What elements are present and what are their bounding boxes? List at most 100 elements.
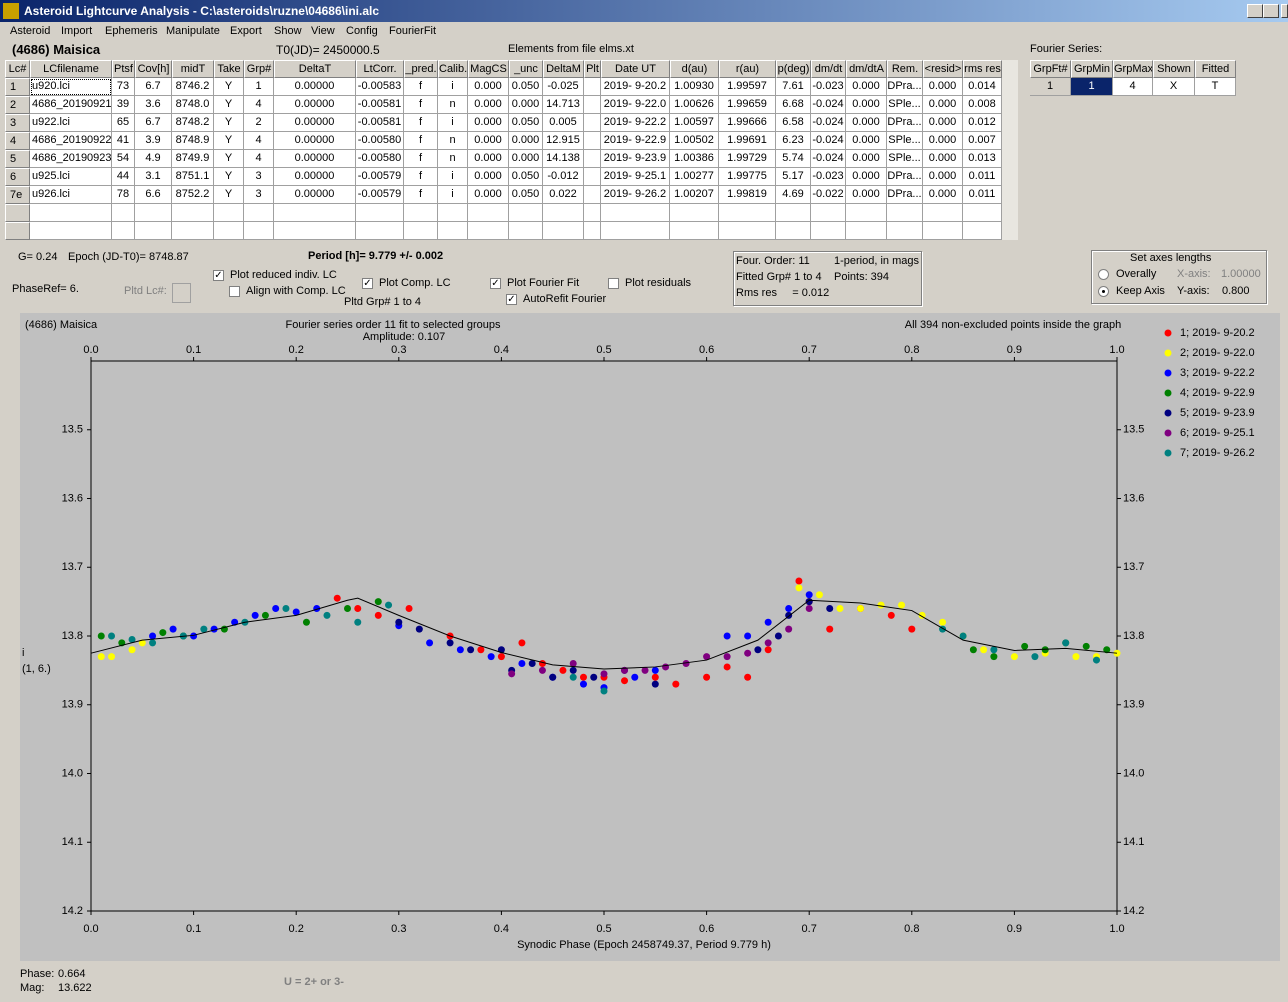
table-cell[interactable]: Y bbox=[214, 114, 244, 132]
table-cell[interactable]: -0.00581 bbox=[356, 96, 404, 114]
checkbox-label[interactable]: Plot reduced indiv. LC bbox=[230, 269, 337, 281]
table-cell[interactable]: 14.138 bbox=[543, 150, 584, 168]
table-cell[interactable] bbox=[584, 168, 601, 186]
table-header[interactable]: midT bbox=[172, 60, 214, 78]
table-cell[interactable]: SPle... bbox=[887, 132, 923, 150]
checkbox[interactable] bbox=[229, 286, 240, 297]
table-cell[interactable]: 3.6 bbox=[135, 96, 172, 114]
table-cell[interactable]: 12.915 bbox=[543, 132, 584, 150]
table-cell[interactable]: -0.012 bbox=[543, 168, 584, 186]
table-cell[interactable]: 0.000 bbox=[468, 186, 509, 204]
table-cell[interactable]: u920.lci bbox=[30, 78, 112, 96]
table-header[interactable]: DeltaM bbox=[543, 60, 584, 78]
checkbox[interactable]: ✓ bbox=[506, 294, 517, 305]
row-header[interactable]: 6 bbox=[5, 168, 30, 186]
table-cell[interactable]: 1.00597 bbox=[670, 114, 719, 132]
table-cell[interactable]: -0.023 bbox=[811, 78, 846, 96]
table-cell[interactable]: 0.000 bbox=[846, 150, 887, 168]
table-cell[interactable]: 7.61 bbox=[776, 78, 811, 96]
table-cell[interactable]: -0.024 bbox=[811, 114, 846, 132]
table-cell[interactable]: 0.000 bbox=[923, 168, 963, 186]
table-cell[interactable]: -0.022 bbox=[811, 186, 846, 204]
table-cell[interactable]: 0.000 bbox=[509, 96, 543, 114]
table-cell[interactable]: 0.007 bbox=[963, 132, 1002, 150]
table-cell[interactable]: 8752.2 bbox=[172, 186, 214, 204]
table-cell[interactable] bbox=[846, 222, 887, 240]
table-cell[interactable] bbox=[244, 204, 274, 222]
table-cell[interactable]: i bbox=[438, 78, 468, 96]
table-cell[interactable]: 0.011 bbox=[963, 168, 1002, 186]
table-header[interactable]: Take bbox=[214, 60, 244, 78]
table-cell[interactable]: 0.050 bbox=[509, 186, 543, 204]
table-cell[interactable]: Y bbox=[214, 186, 244, 204]
table-cell[interactable]: -0.024 bbox=[811, 132, 846, 150]
checkbox-label[interactable]: Plot Comp. LC bbox=[379, 277, 451, 289]
checkbox[interactable]: ✓ bbox=[362, 278, 373, 289]
table-cell[interactable] bbox=[584, 222, 601, 240]
menu-item[interactable]: Import bbox=[61, 25, 93, 37]
table-cell[interactable]: 3.1 bbox=[135, 168, 172, 186]
table-cell[interactable] bbox=[584, 150, 601, 168]
table-cell[interactable]: 1 bbox=[244, 78, 274, 96]
row-header[interactable] bbox=[5, 204, 30, 222]
table-cell[interactable]: 4.69 bbox=[776, 186, 811, 204]
table-cell[interactable]: 0.000 bbox=[923, 96, 963, 114]
table-cell[interactable]: 8748.2 bbox=[172, 114, 214, 132]
table-cell[interactable]: 0.00000 bbox=[274, 168, 356, 186]
table-cell[interactable]: DPra... bbox=[887, 78, 923, 96]
table-cell[interactable]: 2019- 9-26.2 bbox=[601, 186, 670, 204]
table-cell[interactable]: 0.005 bbox=[543, 114, 584, 132]
table-header[interactable]: LCfilename bbox=[30, 60, 112, 78]
fourier-cell[interactable]: X bbox=[1153, 78, 1195, 96]
table-cell[interactable]: 2019- 9-23.9 bbox=[601, 150, 670, 168]
table-cell[interactable] bbox=[601, 204, 670, 222]
table-cell[interactable]: 2019- 9-22.2 bbox=[601, 114, 670, 132]
checkbox-label[interactable]: AutoRefit Fourier bbox=[523, 293, 607, 305]
menu-item[interactable]: Ephemeris bbox=[105, 25, 158, 37]
checkbox[interactable]: ✓ bbox=[490, 278, 501, 289]
table-cell[interactable] bbox=[404, 204, 438, 222]
table-cell[interactable]: SPle... bbox=[887, 150, 923, 168]
table-cell[interactable]: 0.000 bbox=[468, 96, 509, 114]
spin-button[interactable] bbox=[172, 283, 191, 303]
table-cell[interactable]: 6.6 bbox=[135, 186, 172, 204]
row-header[interactable] bbox=[5, 222, 30, 240]
table-header[interactable]: Plt bbox=[584, 60, 601, 78]
table-cell[interactable]: 78 bbox=[112, 186, 135, 204]
table-cell[interactable]: 1.00626 bbox=[670, 96, 719, 114]
table-cell[interactable]: 1.00502 bbox=[670, 132, 719, 150]
table-cell[interactable]: -0.00579 bbox=[356, 186, 404, 204]
table-cell[interactable] bbox=[584, 114, 601, 132]
table-cell[interactable]: 0.00000 bbox=[274, 78, 356, 96]
table-cell[interactable] bbox=[274, 222, 356, 240]
table-cell[interactable] bbox=[509, 222, 543, 240]
table-cell[interactable]: 4 bbox=[244, 132, 274, 150]
table-cell[interactable]: u922.lci bbox=[30, 114, 112, 132]
table-cell[interactable]: 0.000 bbox=[923, 114, 963, 132]
table-cell[interactable] bbox=[468, 204, 509, 222]
table-cell[interactable]: 1.00386 bbox=[670, 150, 719, 168]
table-cell[interactable]: -0.00580 bbox=[356, 132, 404, 150]
table-cell[interactable] bbox=[584, 186, 601, 204]
table-cell[interactable]: 0.008 bbox=[963, 96, 1002, 114]
table-cell[interactable]: 0.000 bbox=[468, 168, 509, 186]
table-cell[interactable]: 0.050 bbox=[509, 114, 543, 132]
table-header[interactable]: <resid> bbox=[923, 60, 963, 78]
close-button[interactable] bbox=[1281, 4, 1288, 18]
row-header[interactable]: 4 bbox=[5, 132, 30, 150]
table-cell[interactable]: 6.7 bbox=[135, 78, 172, 96]
fourier-header[interactable]: GrpFt# bbox=[1030, 60, 1071, 78]
menu-item[interactable]: Show bbox=[274, 25, 302, 37]
checkbox[interactable] bbox=[608, 278, 619, 289]
table-header[interactable]: rms res bbox=[963, 60, 1002, 78]
table-cell[interactable] bbox=[509, 204, 543, 222]
table-cell[interactable] bbox=[584, 204, 601, 222]
table-cell[interactable] bbox=[468, 222, 509, 240]
table-cell[interactable]: 0.000 bbox=[846, 96, 887, 114]
row-header[interactable]: 5 bbox=[5, 150, 30, 168]
table-cell[interactable] bbox=[670, 204, 719, 222]
table-cell[interactable]: -0.025 bbox=[543, 78, 584, 96]
table-header[interactable]: Grp# bbox=[244, 60, 274, 78]
table-cell[interactable]: DPra... bbox=[887, 186, 923, 204]
table-cell[interactable]: u926.lci bbox=[30, 186, 112, 204]
